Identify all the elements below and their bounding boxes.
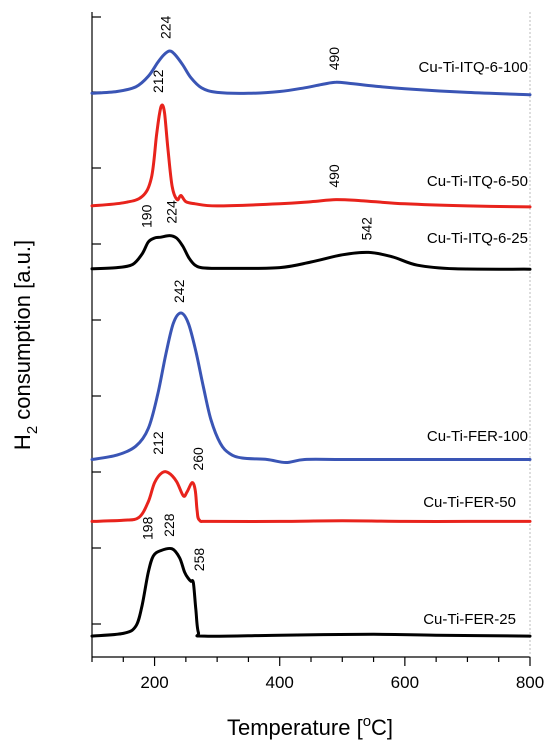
series-line <box>90 470 532 524</box>
series-label: Cu-Ti-FER-25 <box>423 611 516 628</box>
series-label: Cu-Ti-FER-100 <box>427 428 528 445</box>
series-line <box>90 49 532 97</box>
y-axis-title-sub: 2 <box>24 426 41 434</box>
series-label: Cu-Ti-ITQ-6-25 <box>427 230 528 247</box>
y-axis-title-tail: consumption [a.u.] <box>10 240 35 426</box>
labels: Cu-Ti-ITQ-6-100 224 490 Cu-Ti-ITQ-6-50 212 49… <box>138 15 528 628</box>
peak-label: 228 <box>161 513 177 537</box>
x-axis-title-tail: C] <box>371 715 393 740</box>
x-tick-label: 200 <box>140 673 168 692</box>
y-axis-title: H2 consumption [a.u.] <box>10 240 41 450</box>
series-line <box>90 234 532 271</box>
series-label: Cu-Ti-FER-50 <box>423 494 516 511</box>
series-line <box>90 103 532 209</box>
series-line <box>90 546 532 638</box>
x-axis-title: Temperature [oC] <box>227 713 393 740</box>
peak-label: 258 <box>191 548 207 572</box>
x-tick-label: 600 <box>391 673 419 692</box>
x-axis-title-main: Temperature [ <box>227 715 363 740</box>
peak-label: 542 <box>359 217 375 241</box>
x-tick-label: 800 <box>516 673 544 692</box>
peak-label: 490 <box>326 164 342 188</box>
x-tick-label: 400 <box>266 673 294 692</box>
series-line <box>90 311 532 464</box>
axes: 200 400 600 800 <box>91 12 544 692</box>
peak-label: 260 <box>190 447 206 471</box>
peak-label: 490 <box>326 47 342 71</box>
curves <box>90 49 532 638</box>
peak-label: 198 <box>139 516 155 540</box>
series-label: Cu-Ti-ITQ-6-50 <box>427 173 528 190</box>
peak-label: 224 <box>158 15 174 39</box>
y-axis-title-main: H <box>10 434 35 450</box>
peak-label: 190 <box>138 204 154 228</box>
peak-label: 242 <box>171 279 187 303</box>
series-label: Cu-Ti-ITQ-6-100 <box>419 59 528 76</box>
peak-label: 212 <box>150 431 166 455</box>
peak-label: 224 <box>164 200 180 224</box>
x-axis-title-sup: o <box>363 713 371 730</box>
peak-label: 212 <box>150 69 166 93</box>
